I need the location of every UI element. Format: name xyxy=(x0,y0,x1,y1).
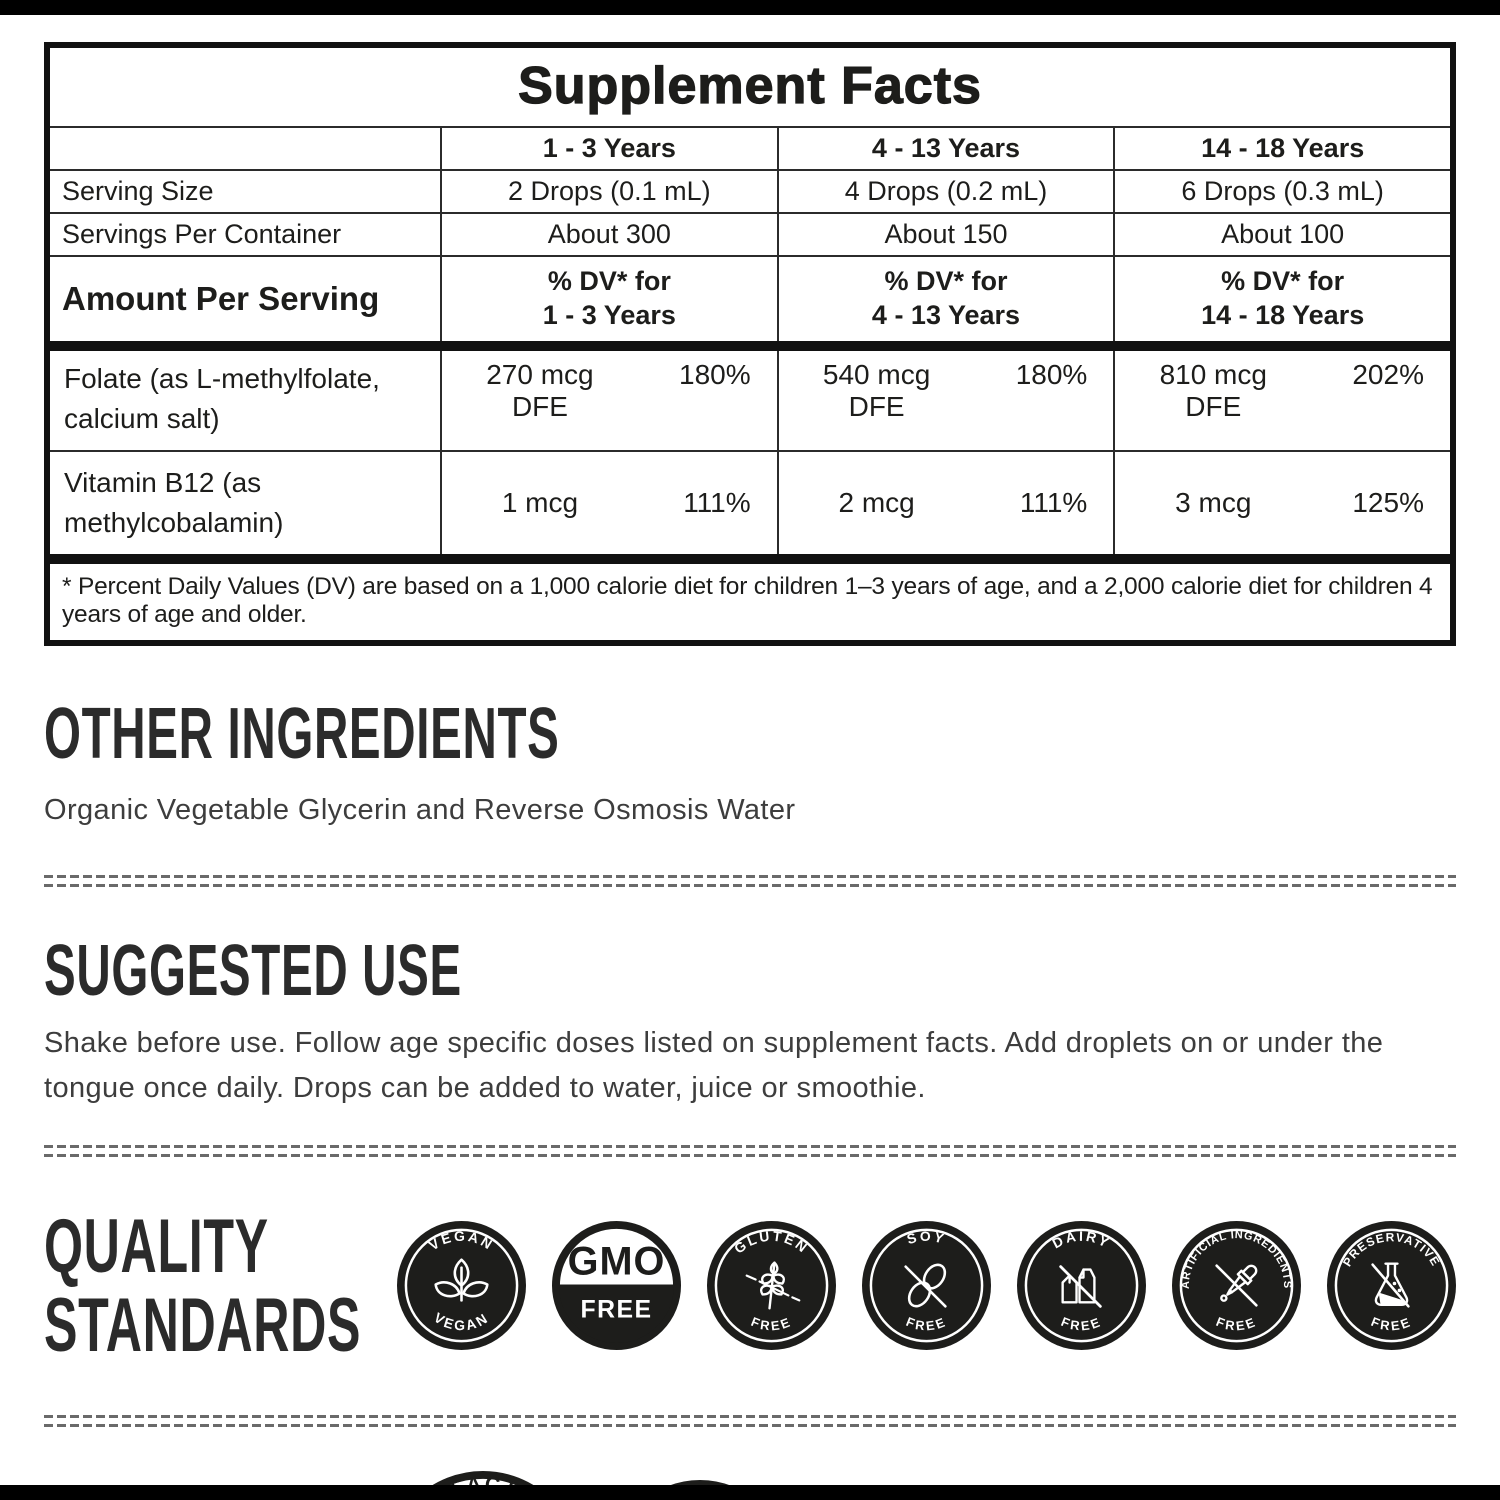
suggested-use-heading: SUGGESTED USE xyxy=(44,930,462,1011)
dv-header-line1: % DV* for xyxy=(1221,266,1345,296)
folate-cell-1-3: 270 mcg DFE 180% xyxy=(440,350,777,450)
servings-per-container-value: About 150 xyxy=(776,214,1114,255)
nutrient-dv: 125% xyxy=(1352,486,1424,518)
nutrient-amount: 810 mcg DFE xyxy=(1159,358,1267,422)
folate-cell-4-13: 540 mcg DFE 180% xyxy=(776,350,1114,450)
svg-text:FREE: FREE xyxy=(749,1314,794,1334)
serving-size-row: Serving Size 2 Drops (0.1 mL) 4 Drops (0… xyxy=(50,169,1450,212)
servings-per-container-value: About 100 xyxy=(1113,214,1450,255)
dv-header-4-13: % DV* for 4 - 13 Years xyxy=(776,257,1114,341)
amount-per-serving-label: Amount Per Serving xyxy=(62,279,380,317)
svg-text:FREE: FREE xyxy=(1369,1314,1414,1334)
thick-separator-bar xyxy=(50,553,1450,564)
dv-header-line1: % DV* for xyxy=(547,266,671,296)
svg-text:FREE: FREE xyxy=(1214,1314,1259,1334)
badge-bottom-text: FREE xyxy=(1369,1314,1412,1334)
empty-header-cell xyxy=(50,128,440,169)
preservative-free-badge: PRESERVATIVE FREE xyxy=(1326,1221,1457,1351)
suggested-use-section: SUGGESTED USE Shake before use. Follow a… xyxy=(44,935,1456,1111)
nutrient-dv: 111% xyxy=(683,486,751,518)
sprout-icon xyxy=(434,1258,489,1302)
other-ingredients-text: Organic Vegetable Glycerin and Reverse O… xyxy=(44,793,796,826)
other-ingredients-heading: OTHER INGREDIENTS xyxy=(44,693,560,774)
heading-line: QUALITY xyxy=(44,1203,269,1289)
b12-cell-4-13: 2 mcg 111% xyxy=(776,451,1114,554)
servings-per-container-row: Servings Per Container About 300 About 1… xyxy=(50,212,1450,255)
amount-per-serving-row: Amount Per Serving % DV* for 1 - 3 Years… xyxy=(50,255,1450,341)
b12-cell-1-3: 1 mcg 111% xyxy=(440,451,777,554)
quality-badges: VEGAN VEGAN GMO FREE xyxy=(396,1220,1457,1351)
nutrient-amount: 2 mcg xyxy=(838,486,915,518)
age-column-4-13: 4 - 13 Years xyxy=(776,128,1114,169)
badge-bottom-text: FREE xyxy=(1214,1314,1257,1334)
dv-header-line2: 4 - 13 Years xyxy=(871,299,1021,330)
gmo-text: GMO xyxy=(568,1240,666,1284)
dashed-divider xyxy=(44,1144,1456,1157)
nutrient-dv: 202% xyxy=(1352,358,1424,390)
nutrient-name-b12: Vitamin B12 (as methylcobalamin) xyxy=(64,466,284,539)
nutrient-dv: 111% xyxy=(1019,486,1088,518)
milk-carton-icon xyxy=(1059,1265,1102,1308)
svg-text:FREE: FREE xyxy=(904,1314,949,1334)
dv-header-line2: 14 - 18 Years xyxy=(1201,299,1365,330)
bottom-crop-bar xyxy=(0,1485,1500,1500)
serving-size-label: Serving Size xyxy=(62,176,214,206)
dashed-divider xyxy=(44,1414,1456,1427)
serving-size-value: 2 Drops (0.1 mL) xyxy=(440,171,777,212)
supplement-facts-title: Supplement Facts xyxy=(517,56,982,115)
artificial-ingredients-free-badge: ARTIFICIAL INGREDIENTS FREE xyxy=(1171,1221,1302,1351)
svg-text:DAIRY: DAIRY xyxy=(1049,1228,1113,1252)
nutrient-amount: 540 mcg DFE xyxy=(822,358,931,422)
nutrient-dv: 180% xyxy=(679,358,751,390)
heading-line: STANDARDS xyxy=(44,1282,362,1368)
dv-header-line1: % DV* for xyxy=(884,266,1008,296)
badge-top-text: DAIRY xyxy=(1049,1228,1111,1252)
top-crop-bar xyxy=(0,0,1500,15)
wheat-icon xyxy=(745,1261,801,1310)
serving-size-value: 6 Drops (0.3 mL) xyxy=(1113,171,1450,212)
age-column-1-3: 1 - 3 Years xyxy=(440,128,777,169)
folate-row: Folate (as L-methylfolate, calcium salt)… xyxy=(50,350,1450,450)
nutrient-dv: 180% xyxy=(1015,358,1088,390)
serving-size-value: 4 Drops (0.2 mL) xyxy=(776,171,1114,212)
gluten-free-badge: GLUTEN FREE xyxy=(706,1221,837,1351)
age-column-14-18: 14 - 18 Years xyxy=(1113,128,1450,169)
badge-bottom-text: FREE xyxy=(904,1314,947,1334)
soy-bean-icon xyxy=(904,1263,947,1308)
badge-bottom-text: FREE xyxy=(749,1314,792,1334)
dairy-free-badge: DAIRY FREE xyxy=(1016,1221,1147,1351)
svg-text:FREE: FREE xyxy=(1059,1314,1104,1334)
thick-separator-bar xyxy=(50,340,1450,351)
dv-header-line2: 1 - 3 Years xyxy=(542,299,676,330)
supplement-facts-panel: Supplement Facts 1 - 3 Years 4 - 13 Year… xyxy=(44,42,1456,646)
gmo-free-badge: GMO FREE xyxy=(551,1221,682,1351)
vegan-badge: VEGAN VEGAN xyxy=(396,1221,527,1351)
soy-free-badge: SOY FREE xyxy=(861,1221,992,1351)
flask-icon xyxy=(1371,1262,1410,1308)
servings-per-container-label: Servings Per Container xyxy=(62,219,342,249)
nutrient-amount: 270 mcg DFE xyxy=(486,358,594,422)
dv-footnote: * Percent Daily Values (DV) are based on… xyxy=(62,572,1433,628)
nutrient-amount: 3 mcg xyxy=(1175,486,1252,518)
dv-header-1-3: % DV* for 1 - 3 Years xyxy=(440,257,777,341)
age-columns-header-row: 1 - 3 Years 4 - 13 Years 14 - 18 Years xyxy=(50,126,1450,169)
dv-header-14-18: % DV* for 14 - 18 Years xyxy=(1113,257,1450,341)
quality-standards-section: QUALITY STANDARDS VEGAN VEGAN xyxy=(44,1207,1457,1365)
vitamin-b12-row: Vitamin B12 (as methylcobalamin) 1 mcg 1… xyxy=(50,449,1450,554)
nutrient-amount: 1 mcg xyxy=(501,486,579,518)
badge-bottom-text: FREE xyxy=(580,1296,652,1323)
other-ingredients-section: OTHER INGREDIENTS Organic Vegetable Glyc… xyxy=(44,698,1456,833)
quality-standards-heading: QUALITY STANDARDS xyxy=(44,1207,396,1365)
badge-bottom-text: FREE xyxy=(1059,1314,1102,1334)
nutrient-name-folate: Folate (as L-methylfolate, calcium salt) xyxy=(64,362,380,435)
servings-per-container-value: About 300 xyxy=(440,214,777,255)
dashed-divider xyxy=(44,874,1456,887)
suggested-use-text: Shake before use. Follow age specific do… xyxy=(44,1026,1384,1104)
folate-cell-14-18: 810 mcg DFE 202% xyxy=(1113,350,1450,450)
b12-cell-14-18: 3 mcg 125% xyxy=(1113,451,1450,554)
dropper-icon xyxy=(1215,1264,1258,1307)
